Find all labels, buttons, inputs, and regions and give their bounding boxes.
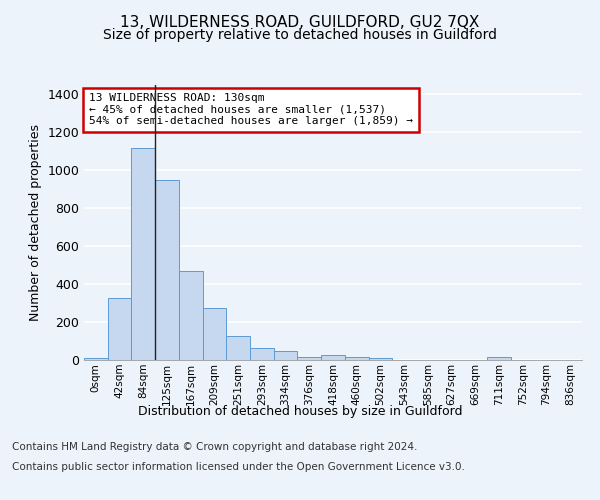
Bar xyxy=(368,358,392,360)
Bar xyxy=(108,298,131,360)
Bar xyxy=(250,348,274,360)
Bar xyxy=(179,271,203,360)
Y-axis label: Number of detached properties: Number of detached properties xyxy=(29,124,42,321)
Bar xyxy=(131,148,155,360)
Bar xyxy=(487,358,511,360)
Text: Size of property relative to detached houses in Guildford: Size of property relative to detached ho… xyxy=(103,28,497,42)
Bar xyxy=(345,356,368,360)
Text: Distribution of detached houses by size in Guildford: Distribution of detached houses by size … xyxy=(138,405,462,418)
Text: Contains HM Land Registry data © Crown copyright and database right 2024.: Contains HM Land Registry data © Crown c… xyxy=(12,442,418,452)
Text: 13, WILDERNESS ROAD, GUILDFORD, GU2 7QX: 13, WILDERNESS ROAD, GUILDFORD, GU2 7QX xyxy=(121,15,479,30)
Bar xyxy=(203,308,226,360)
Text: Contains public sector information licensed under the Open Government Licence v3: Contains public sector information licen… xyxy=(12,462,465,472)
Bar xyxy=(298,356,321,360)
Bar xyxy=(226,336,250,360)
Bar xyxy=(155,180,179,360)
Bar xyxy=(321,356,345,360)
Text: 13 WILDERNESS ROAD: 130sqm
← 45% of detached houses are smaller (1,537)
54% of s: 13 WILDERNESS ROAD: 130sqm ← 45% of deta… xyxy=(89,93,413,126)
Bar xyxy=(274,352,298,360)
Bar xyxy=(84,358,108,360)
